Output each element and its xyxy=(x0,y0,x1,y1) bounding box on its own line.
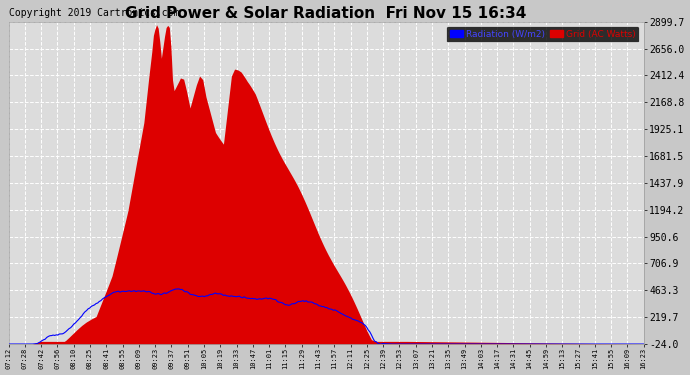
Title: Grid Power & Solar Radiation  Fri Nov 15 16:34: Grid Power & Solar Radiation Fri Nov 15 … xyxy=(126,6,526,21)
Text: Copyright 2019 Cartronics.com: Copyright 2019 Cartronics.com xyxy=(8,9,179,18)
Legend: Radiation (W/m2), Grid (AC Watts): Radiation (W/m2), Grid (AC Watts) xyxy=(446,26,639,42)
